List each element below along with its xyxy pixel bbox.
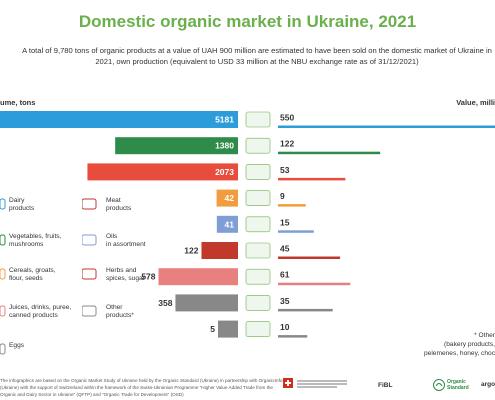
legend-item: Meat products bbox=[81, 197, 132, 213]
category-icon bbox=[245, 137, 271, 154]
value-label: 15 bbox=[280, 217, 290, 227]
category-icon bbox=[245, 268, 271, 285]
value-bar bbox=[278, 151, 381, 155]
swiss-cross-icon bbox=[283, 378, 293, 388]
legend-item: Vegetables, fruits, mushrooms bbox=[0, 233, 62, 249]
milk-icon bbox=[0, 198, 6, 213]
vegetables-icon bbox=[0, 234, 6, 249]
argo-logo: argo bbox=[481, 381, 495, 388]
chart-subtitle: A total of 9,780 tons of organic product… bbox=[22, 46, 492, 66]
volume-bar bbox=[216, 215, 238, 233]
value-axis-label: Value, milli bbox=[456, 98, 495, 107]
volume-axis-label: ume, tons bbox=[0, 98, 36, 107]
legend-label: Cereals, groats, flour, seeds bbox=[9, 267, 56, 282]
value-bar bbox=[278, 204, 306, 207]
oil-icon bbox=[81, 234, 98, 249]
value-bar bbox=[278, 335, 308, 338]
category-icon bbox=[245, 321, 271, 337]
value-bar bbox=[278, 230, 314, 233]
value-bar bbox=[278, 256, 341, 259]
footer-credits: The infographics are based on the Organi… bbox=[0, 378, 289, 397]
value-label: 550 bbox=[280, 113, 294, 123]
organic-standard-logo bbox=[433, 379, 445, 392]
legend-item: Juices, drinks, puree, canned products bbox=[0, 304, 72, 320]
volume-bar bbox=[201, 242, 238, 259]
value-label: 53 bbox=[280, 165, 290, 175]
value-bar bbox=[278, 282, 351, 286]
volume-value-label: 122 bbox=[184, 246, 198, 256]
category-icon bbox=[245, 111, 271, 128]
volume-bar bbox=[0, 111, 238, 128]
legend-item: Cereals, groats, flour, seeds bbox=[0, 267, 56, 283]
category-icon bbox=[245, 295, 271, 311]
value-bar bbox=[278, 308, 333, 312]
fibl-logo: FiBL bbox=[378, 382, 393, 389]
legend-item: Other products* bbox=[81, 304, 134, 320]
volume-value-label: 5181 bbox=[215, 115, 234, 125]
juice-icon bbox=[0, 305, 6, 320]
category-icon bbox=[245, 242, 271, 259]
legend-label: Vegetables, fruits, mushrooms bbox=[9, 233, 62, 248]
organic-standard-text: Organic Standard bbox=[447, 379, 469, 391]
meat-icon bbox=[81, 198, 98, 213]
volume-value-label: 1380 bbox=[215, 141, 234, 151]
value-label: 10 bbox=[280, 322, 290, 332]
volume-bar bbox=[158, 268, 238, 286]
category-icon bbox=[245, 190, 271, 206]
other-products-note: * Other (bakery products, pelemenes, hon… bbox=[424, 332, 495, 357]
legend-label: Eggs bbox=[9, 342, 25, 349]
eggs-icon bbox=[0, 343, 6, 358]
volume-value-label: 2073 bbox=[215, 167, 234, 177]
other-icon bbox=[81, 305, 98, 320]
legend-label: Dairy products bbox=[9, 197, 35, 212]
swiss-confederation-text bbox=[297, 379, 347, 389]
legend-item: Eggs bbox=[0, 342, 25, 355]
herbs-icon bbox=[81, 268, 98, 283]
value-label: 122 bbox=[280, 139, 294, 149]
chart-title: Domestic organic market in Ukraine, 2021 bbox=[78, 12, 417, 31]
category-icon bbox=[245, 216, 271, 233]
value-label: 35 bbox=[280, 296, 290, 306]
volume-value-label: 5 bbox=[210, 324, 215, 334]
legend-label: Oils in assortment bbox=[106, 233, 146, 248]
volume-bar bbox=[218, 320, 238, 338]
legend-item: Dairy products bbox=[0, 197, 35, 213]
volume-value-label: 578 bbox=[141, 272, 155, 282]
swiss-logo bbox=[283, 378, 293, 389]
organic-standard-icon bbox=[433, 379, 445, 391]
legend-label: Herbs and spices, sugar bbox=[106, 267, 145, 282]
category-icon bbox=[245, 164, 271, 180]
legend-label: Juices, drinks, puree, canned products bbox=[9, 304, 72, 319]
partner-logos: FiBL Organic Standard argo bbox=[283, 376, 495, 400]
volume-value-label: 42 bbox=[225, 193, 235, 203]
volume-value-label: 358 bbox=[158, 298, 172, 308]
volume-bar bbox=[216, 189, 238, 207]
volume-bar bbox=[175, 294, 238, 312]
legend-label: Meat products bbox=[106, 197, 132, 212]
volume-value-label: 41 bbox=[225, 219, 235, 229]
legend-item: Herbs and spices, sugar bbox=[81, 267, 145, 283]
value-label: 61 bbox=[280, 270, 290, 280]
legend-label: Other products* bbox=[106, 304, 134, 319]
value-label: 45 bbox=[280, 244, 290, 254]
value-bar bbox=[278, 177, 346, 181]
volume-bar bbox=[115, 137, 238, 155]
value-label: 9 bbox=[280, 191, 285, 201]
legend-item: Oils in assortment bbox=[81, 233, 146, 249]
volume-bar bbox=[87, 163, 238, 181]
value-bar bbox=[278, 125, 495, 128]
grain-icon bbox=[0, 268, 6, 283]
